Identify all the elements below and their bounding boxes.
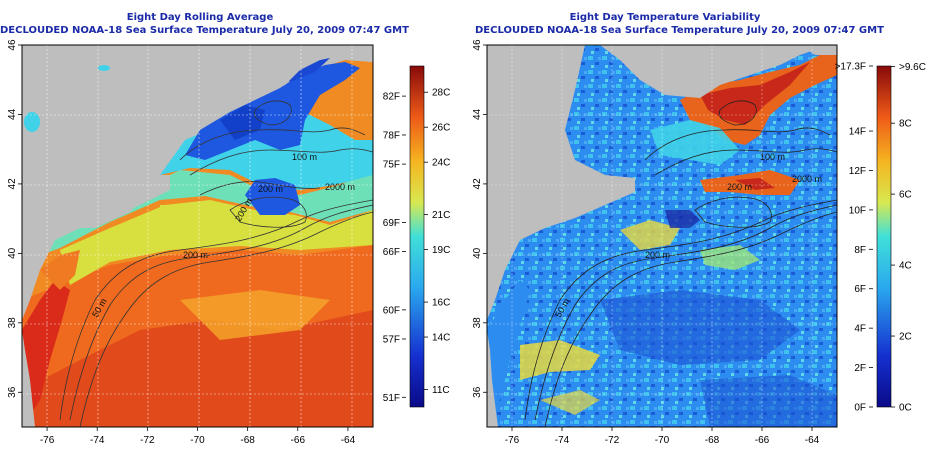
x-tick-label: -72 (605, 435, 620, 446)
colorbar-c-label: 24C (432, 158, 450, 169)
y-tick-label: 40 (472, 247, 483, 259)
colorbar-c-label: 26C (432, 123, 450, 134)
colorbar-f-label: 10F (849, 205, 866, 216)
left-colorbar (409, 65, 425, 408)
y-tick-label: 36 (472, 386, 483, 398)
contour-label: 100 m (760, 152, 785, 162)
contour-label: 200 m (258, 184, 283, 194)
colorbar-f-label: 60F (383, 305, 400, 316)
y-tick-label: 44 (472, 108, 483, 120)
colorbar-f-label: 82F (383, 92, 400, 103)
right-variability-map: 50 m 200 m 2000 m 100 m 200 m (487, 45, 837, 427)
colorbar-f-label: 6F (854, 284, 866, 295)
contour-label: 100 m (292, 152, 317, 162)
left-title-line2: DECLOUDED NOAA-18 Sea Surface Temperatur… (0, 25, 409, 36)
colorbar-c-label: 2C (899, 332, 912, 343)
left-title-line1: Eight Day Rolling Average (126, 12, 274, 23)
x-tick-label: -70 (655, 435, 670, 446)
colorbar-f-label: 14F (849, 127, 866, 138)
y-tick-label: 38 (7, 317, 18, 329)
colorbar-c-label: >9.6C (899, 62, 926, 73)
colorbar-f-label: 75F (383, 160, 400, 171)
x-tick-label: -70 (190, 435, 205, 446)
contour-label: 200 m (645, 250, 670, 260)
colorbar-f-label: 78F (383, 130, 400, 141)
contour-label: 2000 m (325, 182, 355, 192)
colorbar-c-label: 21C (432, 210, 450, 221)
colorbar-f-label: 2F (854, 363, 866, 374)
x-tick-label: -72 (140, 435, 155, 446)
contour-label: 200 m (727, 182, 752, 192)
colorbar-c-label: 28C (432, 88, 450, 99)
colorbar-f-label: 69F (383, 218, 400, 229)
x-tick-label: -66 (291, 435, 306, 446)
y-tick-label: 42 (7, 178, 18, 190)
right-title-line2: DECLOUDED NOAA-18 Sea Surface Temperatur… (475, 25, 884, 36)
colorbar-c-label: 11C (432, 385, 450, 396)
y-tick-label: 42 (472, 178, 483, 190)
colorbar-c-label: 14C (432, 333, 450, 344)
colorbar-c-label: 4C (899, 261, 912, 272)
colorbar-c-label: 19C (432, 245, 450, 256)
x-tick-label: -76 (40, 435, 55, 446)
x-tick-label: -64 (805, 435, 820, 446)
colorbar-f-label: 57F (383, 334, 400, 345)
y-tick-label: 38 (472, 317, 483, 329)
y-tick-label: 46 (7, 39, 18, 51)
x-tick-label: -64 (341, 435, 356, 446)
colorbar-f-label: 51F (383, 393, 400, 404)
x-tick-label: -68 (705, 435, 720, 446)
colorbar-c-label: 6C (899, 190, 912, 201)
right-title-line1: Eight Day Temperature Variability (569, 12, 761, 23)
contour-label: 2000 m (792, 174, 822, 184)
right-colorbar (876, 65, 892, 408)
y-tick-label: 40 (7, 247, 18, 259)
colorbar-c-label: 8C (899, 119, 912, 130)
colorbar-f-label: 4F (854, 324, 866, 335)
x-tick-label: -66 (755, 435, 770, 446)
x-tick-label: -74 (555, 435, 570, 446)
x-tick-label: -68 (240, 435, 255, 446)
left-sst-map: 50 m 200 m 200 m 200 m 2000 m 100 m (22, 45, 373, 427)
y-tick-label: 46 (472, 39, 483, 51)
x-tick-label: -74 (90, 435, 105, 446)
colorbar-f-label: >17.3F (835, 62, 866, 73)
x-tick-label: -76 (505, 435, 520, 446)
colorbar-f-label: 8F (854, 245, 866, 256)
y-tick-label: 44 (7, 108, 18, 120)
colorbar-f-label: 0F (854, 403, 866, 414)
colorbar-f-label: 66F (383, 247, 400, 258)
colorbar-c-label: 16C (432, 298, 450, 309)
colorbar-c-label: 0C (899, 403, 912, 414)
colorbar-f-label: 12F (849, 166, 866, 177)
y-tick-label: 36 (7, 386, 18, 398)
